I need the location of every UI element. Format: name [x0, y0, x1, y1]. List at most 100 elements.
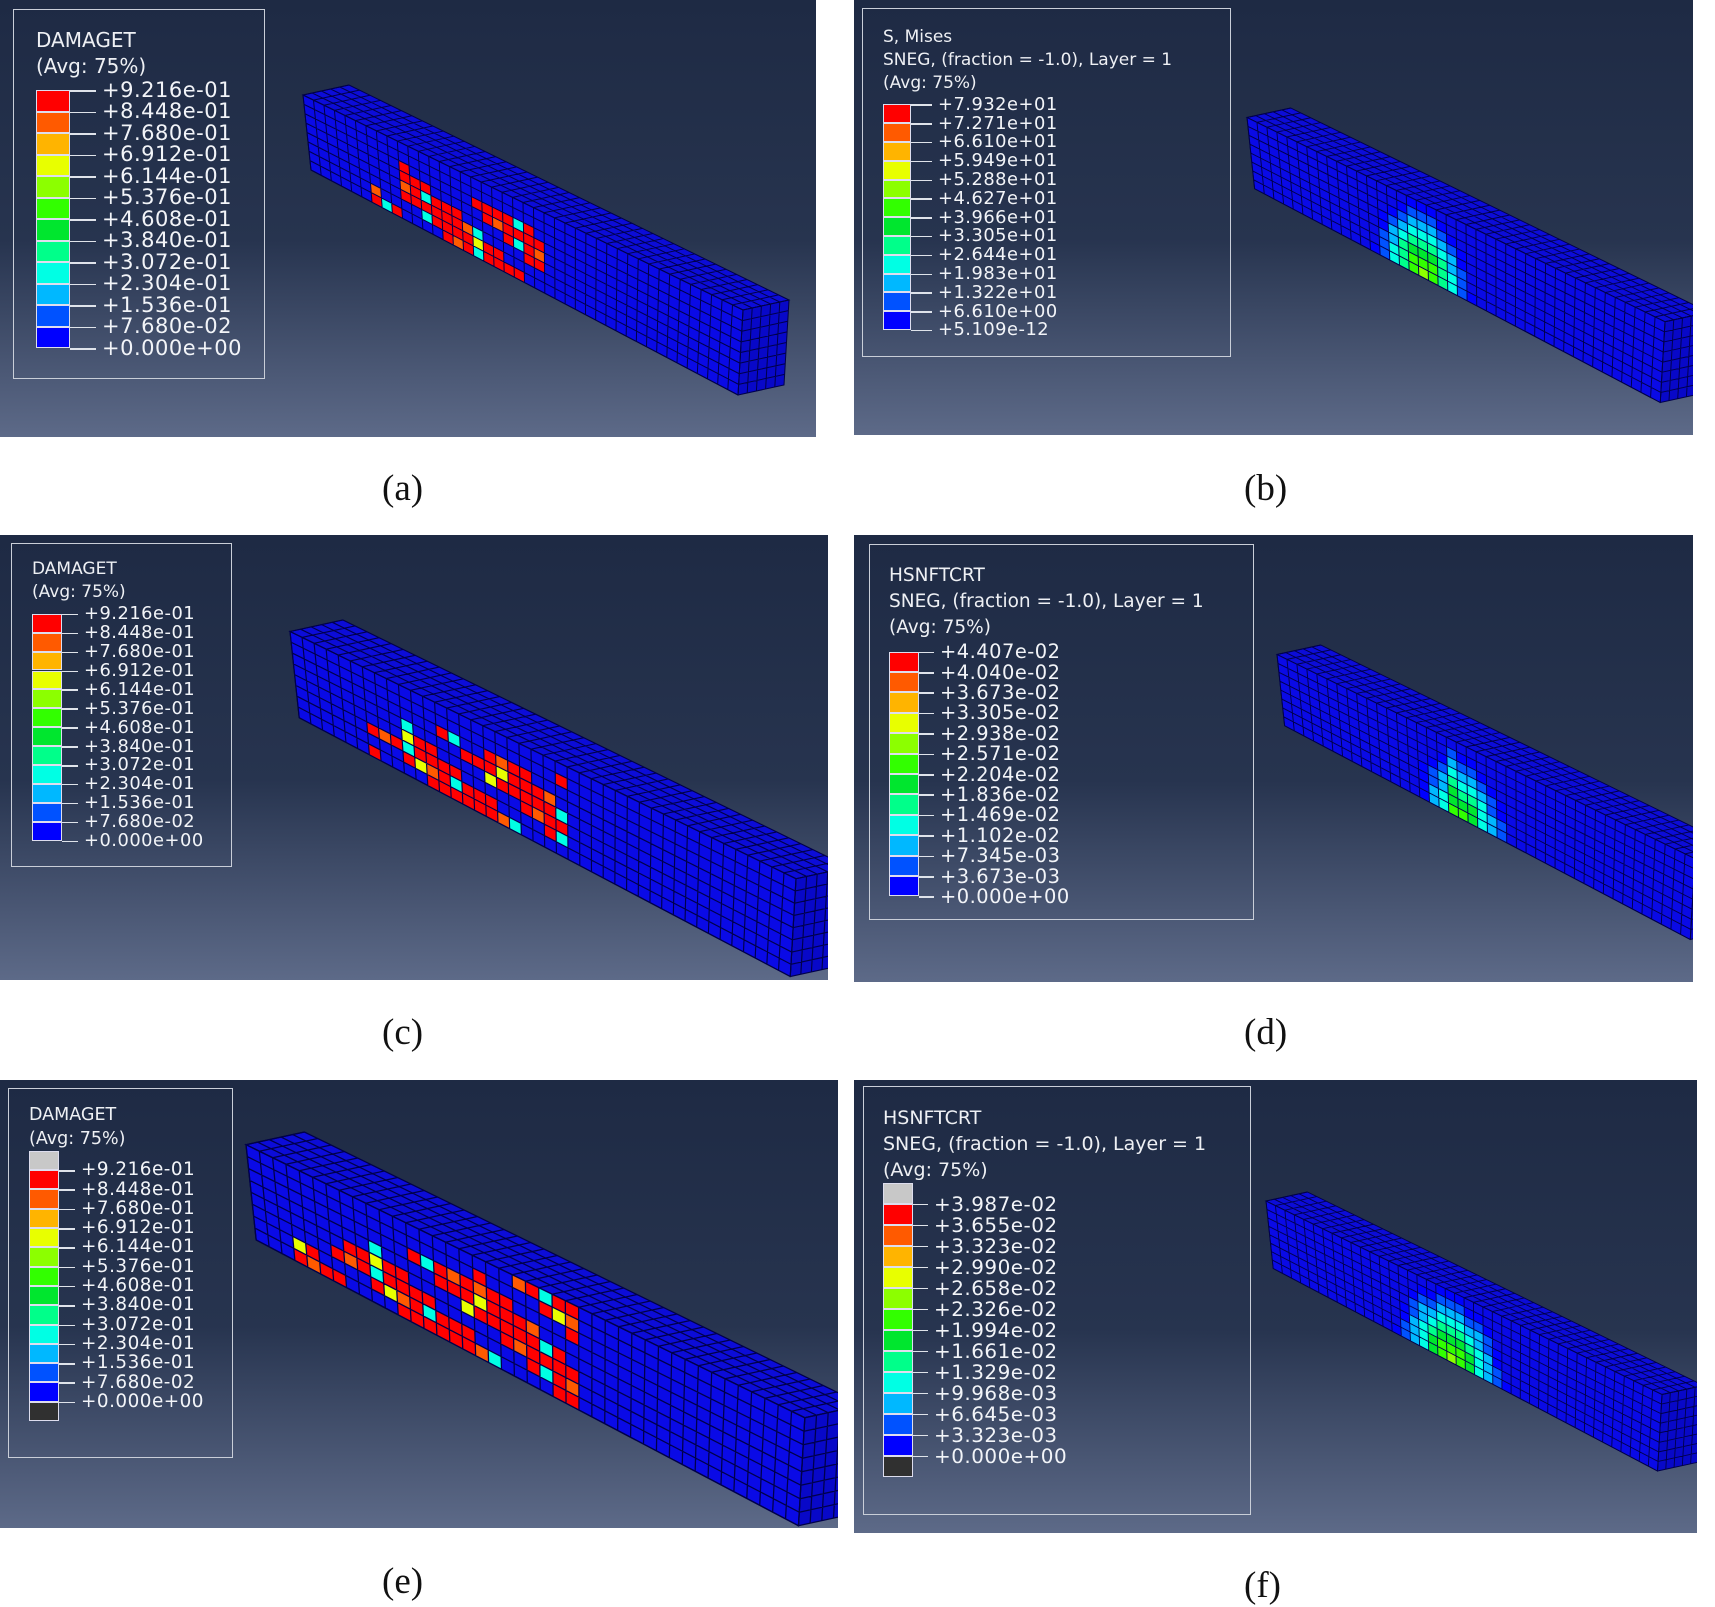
caption-c: (c) — [382, 1012, 424, 1053]
legend-tick — [913, 1392, 928, 1395]
legend-tick — [62, 840, 78, 843]
legend-tick — [913, 1245, 928, 1248]
contour-cell — [369, 1252, 383, 1272]
contour-cell — [1474, 1347, 1484, 1362]
contour-cell — [1418, 1310, 1428, 1324]
contour-cell — [1456, 760, 1467, 776]
contour-cell — [1437, 1346, 1448, 1361]
contour-cell — [552, 1294, 566, 1314]
legend-value-label: +7.680e-02 — [102, 314, 232, 339]
legend-value-label: +2.990e-02 — [934, 1255, 1058, 1280]
contour-cell — [461, 1323, 476, 1344]
contour-cell — [565, 1390, 579, 1411]
contour-cell — [409, 175, 421, 191]
contour-cell — [1408, 1287, 1418, 1302]
contour-cell — [1487, 823, 1498, 838]
contour-cell — [1417, 237, 1428, 253]
legend-tick — [919, 672, 934, 674]
caption-d: (d) — [1244, 1012, 1288, 1053]
contour-cell — [1446, 1333, 1456, 1347]
legend-tick — [70, 176, 96, 178]
contour-cell — [531, 795, 545, 813]
contour-cell — [452, 225, 464, 241]
contour-cell — [1427, 764, 1439, 780]
legend-value-label: +2.938e-02 — [940, 721, 1061, 745]
contour-cell — [1409, 1323, 1420, 1337]
legend-color-swatch — [36, 111, 70, 133]
panel-c-viewport: DAMAGET (Avg: 75%) +9.216e-01 +8.448e-01 +7.… — [0, 535, 828, 980]
contour-cell — [460, 1298, 475, 1318]
contour-cell — [447, 730, 461, 748]
legend-color-swatch — [889, 692, 919, 713]
legend-value-label: +3.987e-02 — [934, 1192, 1058, 1217]
legend-value-label: +2.326e-02 — [934, 1297, 1058, 1322]
contour-cell — [503, 232, 514, 248]
legend-tick — [62, 746, 78, 748]
contour-cell — [1476, 780, 1487, 795]
legend-color-swatch — [36, 305, 70, 327]
contour-cell — [500, 1318, 514, 1339]
contour-cell — [1398, 237, 1409, 252]
legend-value-label: +6.912e-01 — [81, 1217, 196, 1239]
legend-value-label: +3.072e-01 — [84, 754, 196, 776]
contour-cell — [544, 824, 557, 842]
caption-e: (e) — [382, 1561, 424, 1602]
beam-mesh-model — [288, 619, 828, 978]
contour-cell — [305, 1243, 320, 1262]
contour-cell — [565, 1377, 579, 1398]
legend-value-label: +7.680e-01 — [102, 120, 232, 145]
legend-value-label: +5.109e-12 — [938, 319, 1050, 341]
contour-cell — [1417, 1292, 1428, 1306]
contour-cell — [1429, 792, 1440, 808]
legend-value-label: +3.966e+01 — [938, 206, 1058, 228]
contour-cell — [495, 754, 508, 772]
contour-cell — [1418, 265, 1429, 281]
legend-title-line: DAMAGET — [36, 28, 136, 52]
contour-cell — [1474, 1356, 1484, 1371]
contour-cell — [555, 807, 568, 825]
legend-title-line: SNEG, (fraction = -1.0), Layer = 1 — [889, 591, 1204, 613]
contour-cell — [1492, 1356, 1502, 1371]
contour-cell — [1446, 252, 1457, 268]
legend-tick — [911, 179, 932, 182]
contour-cell — [292, 1236, 307, 1256]
contour-cell — [413, 734, 426, 753]
contour-cell — [409, 1284, 423, 1304]
contour-cell — [1379, 245, 1390, 260]
contour-cell — [481, 201, 493, 217]
contour-cell — [1454, 1302, 1465, 1316]
contour-cell — [1388, 241, 1400, 256]
contour-cell — [565, 1326, 579, 1346]
contour-cell — [483, 251, 494, 267]
contour-cell — [472, 236, 484, 252]
contour-cell — [1418, 759, 1429, 775]
legend-tick — [70, 262, 96, 264]
contour-cell — [1427, 242, 1438, 258]
contour-cell — [1466, 765, 1477, 781]
contour-cell — [1436, 238, 1447, 253]
legend-value-label: +9.968e-03 — [934, 1381, 1058, 1406]
contour-cell — [1487, 813, 1497, 829]
contour-cell — [399, 170, 411, 185]
legend-color-swatch — [29, 1343, 59, 1364]
legend-a: DAMAGET (Avg: 75%) +9.216e-01 +8.448e-01 +7.… — [13, 9, 265, 379]
contour-cell — [502, 222, 514, 238]
contour-cell — [427, 774, 440, 792]
legend-tick — [913, 1350, 928, 1353]
contour-cell — [514, 267, 525, 283]
legend-tick — [919, 835, 934, 837]
contour-cell — [1408, 242, 1419, 257]
contour-cell — [1427, 1306, 1437, 1320]
legend-color-swatch — [32, 651, 62, 671]
legend-f: HSNFTCRT SNEG, (fraction = -1.0), Layer =… — [863, 1086, 1251, 1515]
contour-cell — [520, 800, 533, 819]
beam — [1264, 1191, 1697, 1472]
contour-cell — [497, 811, 510, 829]
contour-cell — [438, 769, 451, 787]
legend-tick — [911, 329, 932, 332]
legend-value-label: +2.658e-02 — [934, 1276, 1058, 1301]
contour-cell — [410, 1309, 425, 1329]
contour-cell — [1426, 214, 1437, 229]
legend-tick — [70, 90, 96, 92]
legend-tick — [913, 1203, 928, 1206]
